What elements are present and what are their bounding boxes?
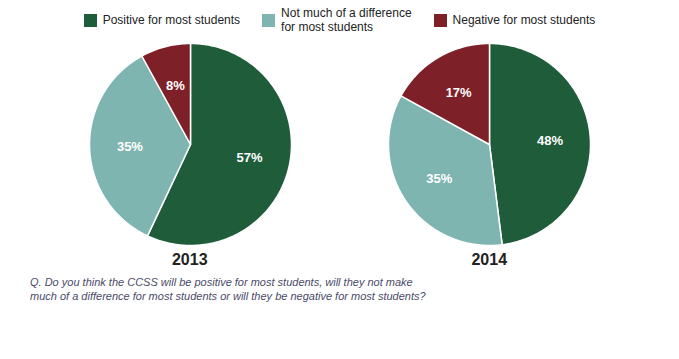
svg-text:48%: 48% bbox=[537, 133, 563, 148]
html-text:Positive for most students: Positive for most students bbox=[102, 13, 241, 28]
svg-text:17%: 17% bbox=[446, 84, 472, 99]
html-text:2014: 2014 bbox=[471, 250, 507, 268]
svg-text:35%: 35% bbox=[427, 171, 453, 186]
html-text:Not much of a difference for m: Not much of a difference for most studen… bbox=[281, 6, 412, 35]
svg-text:8%: 8% bbox=[166, 78, 185, 93]
html-text:2013: 2013 bbox=[172, 250, 208, 268]
html-text:Q. Do you think the CCSS will: Q. Do you think the CCSS will be positiv… bbox=[30, 275, 426, 303]
html-text:Negative for most students: Negative for most students bbox=[452, 13, 596, 28]
svg-text:35%: 35% bbox=[117, 138, 143, 153]
svg-text:57%: 57% bbox=[236, 150, 262, 165]
